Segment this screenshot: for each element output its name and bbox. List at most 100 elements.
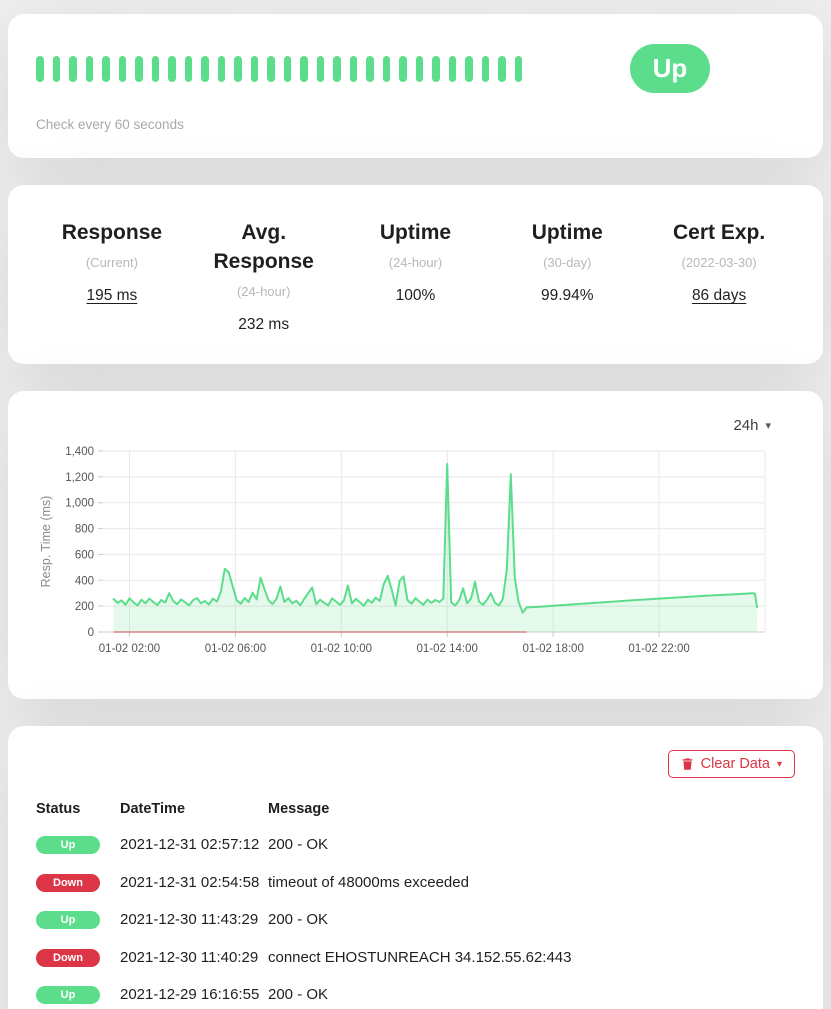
events-toolbar: Clear Data ▾ [36, 750, 795, 779]
stat-subtitle: (24-hour) [236, 284, 291, 300]
stat-value: 195 ms [86, 287, 138, 305]
status-badge: Up [36, 986, 100, 1005]
heartbeat-bar[interactable] [382, 55, 390, 82]
heartbeat-bar[interactable] [267, 55, 275, 82]
svg-text:01-02 10:00: 01-02 10:00 [311, 643, 372, 655]
stat-subtitle: (Current) [85, 255, 138, 271]
event-datetime: 2021-12-31 02:57:12 [120, 836, 260, 854]
event-message: 200 - OK [268, 911, 329, 929]
stat-col-0: Response (Current) 195 ms [36, 219, 188, 334]
heartbeat-bar[interactable] [118, 55, 126, 82]
heartbeat-bar[interactable] [333, 55, 341, 82]
heartbeat-bar[interactable] [366, 55, 374, 82]
table-row: Up 2021-12-31 02:57:12 200 - OK [36, 826, 795, 864]
heartbeat-bar[interactable] [168, 55, 176, 82]
clear-data-button[interactable]: Clear Data ▾ [667, 750, 795, 779]
stat-subtitle: (2022-03-30) [681, 255, 757, 271]
table-row: Down 2021-12-31 02:54:58 timeout of 48000m… [36, 864, 795, 902]
header-message: Message [268, 801, 330, 818]
header-status: Status [36, 801, 81, 818]
heartbeat-bar[interactable] [498, 55, 506, 82]
heartbeat-bar[interactable] [514, 55, 522, 82]
heartbeat-bar[interactable] [234, 55, 242, 82]
heartbeat-bar[interactable] [316, 55, 324, 82]
heartbeat-bar[interactable] [283, 55, 291, 82]
chevron-down-icon: ▾ [765, 420, 771, 433]
table-row: Down 2021-12-30 11:40:29 connect EHOSTUNRE… [36, 939, 795, 977]
event-datetime: 2021-12-29 16:16:55 [120, 986, 260, 1004]
stat-title: Cert Exp. [672, 221, 766, 245]
heartbeat-bar[interactable] [448, 55, 456, 82]
stats-card: Response (Current) 195 ms Avg. Response (24-… [8, 185, 823, 365]
event-message: 200 - OK [268, 836, 329, 854]
period-label: 24h [733, 417, 759, 435]
heartbeat-bar[interactable] [151, 55, 159, 82]
period-dropdown[interactable]: 24h ▾ [731, 413, 773, 438]
stat-title: Uptime [531, 221, 603, 245]
status-badge: Down [36, 873, 100, 892]
heartbeat-bar[interactable] [36, 55, 44, 82]
chart-card: 24h ▾ 0 200 400 600 800 1,000 1,200 1,400 01-02 … [8, 391, 823, 700]
heartbeat-bar[interactable] [250, 55, 258, 82]
stat-value: 100% [395, 287, 436, 305]
svg-text:400: 400 [75, 575, 94, 587]
event-message: 200 - OK [268, 986, 329, 1004]
heartbeat-bar[interactable] [217, 55, 225, 82]
svg-text:1,000: 1,000 [65, 498, 94, 510]
status-badge: Up [36, 911, 100, 930]
events-table-body: Up 2021-12-31 02:57:12 200 - OK Down 2021-12… [36, 826, 795, 1009]
table-row: Up 2021-12-30 11:43:29 200 - OK [36, 901, 795, 939]
svg-text:Resp. Time (ms): Resp. Time (ms) [39, 496, 53, 588]
status-badge: Up [629, 44, 711, 94]
chevron-down-icon: ▾ [776, 758, 782, 770]
stat-title: Avg. Response [213, 221, 314, 274]
stat-title: Response [61, 221, 163, 245]
stat-value: 232 ms [238, 316, 290, 334]
stat-col-2: Uptime (24-hour) 100% [340, 219, 492, 334]
svg-text:1,200: 1,200 [65, 472, 94, 484]
svg-text:1,400: 1,400 [65, 446, 94, 458]
svg-text:800: 800 [75, 524, 94, 536]
heartbeat-bar[interactable] [184, 55, 192, 82]
heartbeat-bar[interactable] [481, 55, 489, 82]
heartbeat-row: Up [36, 44, 795, 94]
heartbeat-bar[interactable] [52, 55, 60, 82]
heartbeat-bar[interactable] [432, 55, 440, 82]
stats-row: Response (Current) 195 ms Avg. Response (24-… [36, 219, 795, 334]
heartbeat-bar[interactable] [399, 55, 407, 82]
svg-text:0: 0 [88, 627, 94, 639]
clear-data-label: Clear Data [700, 756, 770, 773]
heartbeat-bar[interactable] [69, 55, 77, 82]
response-time-chart[interactable]: 0 200 400 600 800 1,000 1,200 1,400 01-02 02:00 0… [36, 444, 795, 672]
heartbeat-bar[interactable] [415, 55, 423, 82]
table-row: Up 2021-12-29 16:16:55 200 - OK [36, 976, 795, 1009]
event-datetime: 2021-12-30 11:43:29 [120, 911, 259, 929]
events-table-header: Status DateTime Message [36, 792, 795, 826]
monitor-card: Up Check every 60 seconds [8, 14, 823, 159]
heartbeat-bar[interactable] [300, 55, 308, 82]
svg-text:600: 600 [75, 550, 94, 562]
heartbeat-bar[interactable] [85, 55, 93, 82]
svg-text:01-02 18:00: 01-02 18:00 [522, 643, 583, 655]
chart-wrap: 0 200 400 600 800 1,000 1,200 1,400 01-02 02:00 0… [36, 444, 795, 677]
heartbeat-bar[interactable] [465, 55, 473, 82]
stat-col-4: Cert Exp. (2022-03-30) 86 days [643, 219, 795, 334]
svg-text:01-02 22:00: 01-02 22:00 [628, 643, 689, 655]
heartbeat-bar[interactable] [102, 55, 110, 82]
status-badge-box: Up [545, 44, 795, 94]
header-datetime: DateTime [120, 801, 186, 818]
event-datetime: 2021-12-31 02:54:58 [120, 873, 260, 891]
stat-value: 99.94% [541, 287, 594, 305]
event-datetime: 2021-12-30 11:40:29 [120, 948, 259, 966]
check-interval-text: Check every 60 seconds [36, 117, 184, 133]
heartbeat-bar[interactable] [349, 55, 357, 82]
event-message: timeout of 48000ms exceeded [268, 873, 469, 891]
heartbeat-bar[interactable] [201, 55, 209, 82]
stat-col-3: Uptime (30-day) 99.94% [491, 219, 643, 334]
stat-title: Uptime [379, 221, 452, 245]
heartbeat-bar[interactable] [135, 55, 143, 82]
stat-subtitle: (24-hour) [388, 255, 443, 271]
events-card: Clear Data ▾ Status DateTime Message Up 2… [8, 726, 823, 1009]
svg-text:200: 200 [75, 601, 94, 613]
heartbeat-bars [36, 55, 545, 82]
